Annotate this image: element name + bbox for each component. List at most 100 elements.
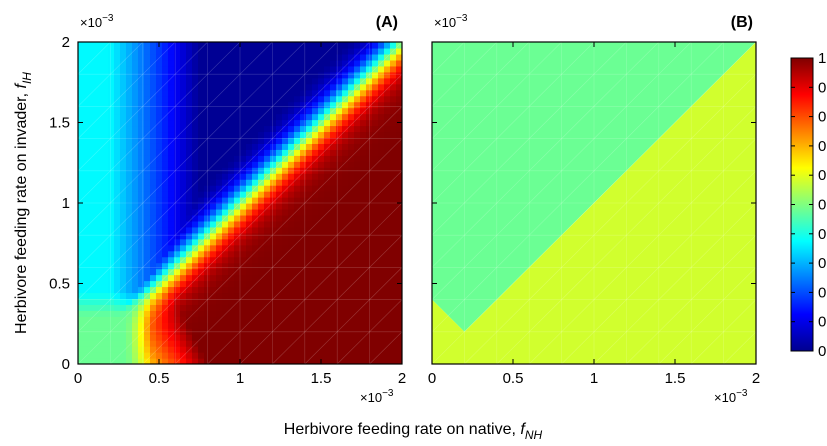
heatmap-cell	[282, 328, 289, 335]
heatmap-cell	[252, 131, 259, 138]
heatmap-cell	[282, 167, 289, 174]
heatmap-cell	[318, 71, 325, 79]
heatmap-cell	[108, 89, 115, 97]
heatmap-cell	[306, 113, 313, 121]
heatmap-cell	[312, 65, 319, 73]
heatmap-cell	[378, 346, 385, 353]
heatmap-cell	[312, 244, 319, 252]
heatmap-cell	[360, 101, 367, 109]
heatmap-cell	[120, 59, 127, 67]
heatmap-cell	[354, 316, 361, 323]
heatmap-cell	[108, 179, 115, 186]
heatmap-cell	[342, 220, 349, 228]
heatmap-cell	[264, 83, 271, 91]
heatmap-cell	[156, 65, 163, 73]
heatmap-cell	[186, 47, 193, 55]
heatmap-cell	[168, 238, 175, 246]
heatmap-cell	[282, 214, 289, 222]
heatmap-cell	[90, 256, 97, 264]
heatmap-cell	[84, 197, 91, 204]
heatmap-cell	[234, 310, 241, 317]
heatmap-cell	[240, 220, 247, 228]
heatmap-cell	[366, 268, 373, 276]
mesh-line	[304, 234, 338, 268]
heatmap-cell	[90, 173, 97, 180]
heatmap-cell	[198, 238, 205, 246]
heatmap-cell	[84, 155, 91, 162]
heatmap-cell	[306, 53, 313, 61]
heatmap-cell	[192, 149, 199, 156]
heatmap-cell	[318, 65, 325, 73]
heatmap-cell	[318, 304, 325, 311]
heatmap-cell	[264, 101, 271, 109]
heatmap-cell	[342, 77, 349, 85]
heatmap-cell	[126, 65, 133, 73]
heatmap-cell	[126, 71, 133, 79]
heatmap-cell	[264, 244, 271, 252]
heatmap-cell	[78, 310, 85, 317]
heatmap-cell	[168, 203, 175, 210]
heatmap-cell	[96, 197, 103, 204]
heatmap-cell	[222, 107, 229, 115]
mesh-line	[336, 73, 370, 107]
mesh-line	[528, 299, 562, 333]
heatmap-cell	[84, 47, 91, 55]
heatmap-cell	[234, 304, 241, 311]
heatmap-cell	[342, 244, 349, 252]
heatmap-cell	[78, 316, 85, 323]
heatmap-cell	[186, 310, 193, 317]
heatmap-cell	[162, 244, 169, 252]
heatmap-cell	[378, 328, 385, 335]
heatmap-cell	[144, 71, 151, 79]
heatmap-cell	[264, 47, 271, 55]
mesh-line	[239, 42, 273, 75]
heatmap-cell	[180, 203, 187, 210]
heatmap-cell	[330, 119, 337, 127]
heatmap-cell	[156, 191, 163, 198]
heatmap-cell	[180, 149, 187, 156]
heatmap-cell	[258, 167, 265, 174]
heatmap-cell	[168, 191, 175, 198]
heatmap-cell	[150, 208, 157, 216]
heatmap-cell	[96, 310, 103, 317]
mesh-line	[369, 42, 402, 75]
heatmap-cell	[84, 214, 91, 222]
heatmap-cell	[228, 42, 235, 49]
heatmap-cell	[78, 220, 85, 228]
heatmap-cell	[150, 42, 157, 49]
heatmap-cell	[222, 334, 229, 341]
heatmap-cell	[138, 298, 145, 305]
heatmap-cell	[258, 191, 265, 198]
panel-b-x-tick-label: 1	[590, 370, 598, 387]
heatmap-cell	[108, 149, 115, 156]
panel-a-x-tick-label: 2	[398, 370, 406, 387]
heatmap-cell	[162, 358, 169, 364]
heatmap-cell	[324, 143, 331, 150]
heatmap-cell	[366, 107, 373, 115]
heatmap-cell	[108, 256, 115, 264]
heatmap-cell	[246, 238, 253, 246]
heatmap-cell	[276, 143, 283, 150]
heatmap-cell	[252, 352, 259, 359]
heatmap-cell	[180, 107, 187, 115]
heatmap-cell	[228, 286, 235, 294]
heatmap-cell	[132, 83, 139, 91]
heatmap-cell	[240, 89, 247, 97]
heatmap-cell	[90, 137, 97, 144]
heatmap-cell	[306, 149, 313, 156]
heatmap-cell	[234, 47, 241, 55]
heatmap-cell	[132, 71, 139, 79]
heatmap-cell	[288, 143, 295, 150]
heatmap-cell	[180, 262, 187, 270]
heatmap-cell	[162, 47, 169, 55]
heatmap-cell	[282, 161, 289, 168]
heatmap-cell	[210, 89, 217, 97]
heatmap-cell	[300, 107, 307, 115]
heatmap-cell	[240, 191, 247, 198]
heatmap-cell	[276, 89, 283, 97]
heatmap-cell	[210, 107, 217, 115]
heatmap-cell	[330, 77, 337, 85]
heatmap-cell	[186, 358, 193, 364]
heatmap-cell	[252, 149, 259, 156]
heatmap-cell	[288, 83, 295, 91]
